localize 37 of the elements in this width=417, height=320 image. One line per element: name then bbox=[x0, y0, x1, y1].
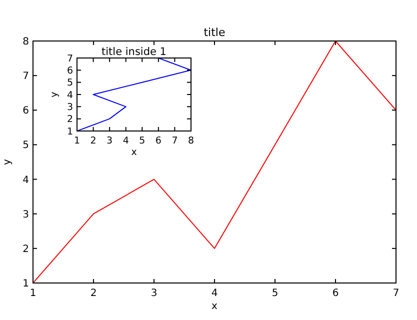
x-tick-label: 2 bbox=[90, 288, 97, 299]
x-tick-label: 8 bbox=[188, 136, 194, 146]
x-axis-title: x bbox=[212, 301, 218, 312]
y-tick-label: 1 bbox=[66, 126, 73, 138]
x-tick-label: 4 bbox=[122, 136, 129, 146]
y-tick-label: 2 bbox=[22, 244, 29, 255]
x-tick-label: 1 bbox=[74, 136, 80, 146]
x-tick-label: 5 bbox=[272, 288, 278, 299]
x-tick-label: 5 bbox=[139, 136, 146, 146]
chart-title: title inside 1 bbox=[102, 46, 166, 58]
line-series bbox=[33, 41, 396, 283]
y-tick-label: 7 bbox=[66, 53, 73, 64]
y-tick-label: 4 bbox=[22, 174, 29, 186]
y-tick-label: 2 bbox=[66, 114, 73, 126]
x-tick-label: 6 bbox=[155, 136, 162, 146]
x-tick-label: 6 bbox=[332, 288, 339, 299]
y-tick-label: 3 bbox=[22, 209, 29, 220]
y-axis-title: y bbox=[2, 158, 13, 165]
x-tick-label: 7 bbox=[392, 288, 400, 299]
x-tick-label: 2 bbox=[90, 136, 96, 146]
x-tick-label: 1 bbox=[30, 288, 36, 299]
y-tick-label: 5 bbox=[66, 78, 73, 89]
y-tick-label: 6 bbox=[22, 106, 29, 117]
x-tick-label: 3 bbox=[150, 288, 158, 299]
y-tick-label: 1 bbox=[22, 278, 29, 290]
y-tick-label: 8 bbox=[22, 36, 29, 48]
x-tick-label: 4 bbox=[211, 288, 218, 299]
y-tick-label: 6 bbox=[66, 65, 73, 76]
y-tick-label: 4 bbox=[66, 90, 73, 101]
y-axis-title: y bbox=[49, 91, 60, 98]
x-tick-label: 3 bbox=[106, 136, 113, 146]
y-tick-label: 3 bbox=[66, 102, 73, 113]
y-tick-label: 7 bbox=[22, 71, 29, 82]
chart-title: title bbox=[204, 26, 226, 39]
line-series bbox=[77, 58, 191, 131]
x-axis-title: x bbox=[131, 147, 138, 158]
x-tick-label: 7 bbox=[172, 136, 178, 146]
